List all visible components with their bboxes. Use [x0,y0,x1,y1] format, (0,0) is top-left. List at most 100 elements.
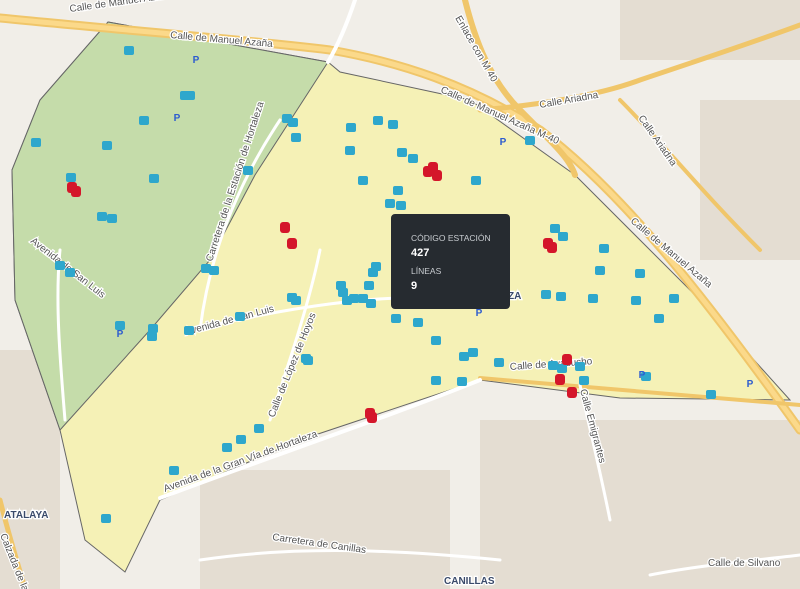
bus-stop-icon[interactable] [557,364,567,373]
bus-stop-icon[interactable] [101,514,111,523]
bus-stop-icon[interactable] [599,244,609,253]
bus-stop-icon[interactable] [139,116,149,125]
bus-stop-icon[interactable] [556,292,566,301]
bus-stop-icon[interactable] [548,361,558,370]
bus-stop-icon[interactable] [288,118,298,127]
bus-stop-icon[interactable] [65,268,75,277]
bus-stop-icon[interactable] [706,390,716,399]
bus-stop-icon[interactable] [201,264,211,273]
bus-stop-icon[interactable] [345,146,355,155]
metro-icon[interactable] [547,242,557,253]
bus-stop-icon[interactable] [368,268,378,277]
bus-stop-icon[interactable] [358,176,368,185]
tooltip-box [391,214,510,309]
bus-stop-icon[interactable] [148,324,158,333]
bus-stop-icon[interactable] [236,435,246,444]
tooltip-value: 9 [411,280,417,292]
street-label: Calle de Silvano [708,558,781,569]
bus-stop-icon[interactable] [115,321,125,330]
bus-stop-icon[interactable] [235,312,245,321]
parking-icon[interactable]: P [747,379,754,390]
bus-stop-icon[interactable] [471,176,481,185]
bus-stop-icon[interactable] [575,362,585,371]
bus-stop-icon[interactable] [494,358,504,367]
bus-stop-icon[interactable] [31,138,41,147]
bus-stop-icon[interactable] [391,314,401,323]
bus-stop-icon[interactable] [669,294,679,303]
bus-stop-icon[interactable] [338,288,348,297]
bus-stop-icon[interactable] [373,116,383,125]
bus-stop-icon[interactable] [413,318,423,327]
metro-icon[interactable] [432,170,442,181]
bus-stop-icon[interactable] [431,336,441,345]
bus-stop-icon[interactable] [408,154,418,163]
bus-stop-icon[interactable] [385,199,395,208]
bus-stop-icon[interactable] [124,46,134,55]
bus-stop-icon[interactable] [185,91,195,100]
bus-stop-icon[interactable] [525,136,535,145]
bus-stop-icon[interactable] [349,294,359,303]
bus-stop-icon[interactable] [184,326,194,335]
station-icons: P P P P P P P [31,46,754,523]
parking-icon[interactable]: P [117,329,124,340]
bus-stop-icon[interactable] [457,377,467,386]
bus-stop-icon[interactable] [364,281,374,290]
parking-icon[interactable]: P [500,137,507,148]
bus-stop-icon[interactable] [358,294,368,303]
bus-stop-icon[interactable] [579,376,589,385]
bus-stop-icon[interactable] [107,214,117,223]
bus-stop-icon[interactable] [541,290,551,299]
bus-stop-icon[interactable] [558,232,568,241]
metro-icon[interactable] [562,354,572,365]
bus-stop-icon[interactable] [149,174,159,183]
bus-stop-icon[interactable] [397,148,407,157]
metro-icon[interactable] [555,374,565,385]
parking-icon[interactable]: P [174,113,181,124]
bus-stop-icon[interactable] [243,166,253,175]
bus-stop-icon[interactable] [588,294,598,303]
bus-stop-icon[interactable] [431,376,441,385]
place-label: ATALAYA [4,510,48,521]
bus-stop-icon[interactable] [641,372,651,381]
tooltip-value: 427 [411,247,429,259]
bus-stop-icon[interactable] [97,212,107,221]
bus-stop-icon[interactable] [595,266,605,275]
bus-stop-icon[interactable] [55,261,65,270]
bus-stop-icon[interactable] [388,120,398,129]
bus-stop-icon[interactable] [366,299,376,308]
bus-stop-icon[interactable] [222,443,232,452]
bus-stop-icon[interactable] [635,269,645,278]
bus-stop-icon[interactable] [254,424,264,433]
bus-stop-icon[interactable] [169,466,179,475]
bus-stop-icon[interactable] [336,281,346,290]
metro-icon[interactable] [280,222,290,233]
metro-icon[interactable] [367,412,377,423]
bus-stop-icon[interactable] [631,296,641,305]
bus-stop-icon[interactable] [393,186,403,195]
metro-icon[interactable] [567,387,577,398]
parking-icon[interactable]: P [476,308,483,319]
bus-stop-icon[interactable] [209,266,219,275]
metro-icon[interactable] [71,186,81,197]
parking-icon[interactable]: P [193,55,200,66]
tooltip-label: CÓDIGO ESTACIÓN [411,233,491,243]
bus-stop-icon[interactable] [654,314,664,323]
bus-stop-icon[interactable] [291,296,301,305]
place-label: CANILLAS [444,576,495,587]
bus-stop-icon[interactable] [291,133,301,142]
bus-stop-icon[interactable] [147,332,157,341]
metro-icon[interactable] [287,238,297,249]
bus-stop-icon[interactable] [303,356,313,365]
tooltip: CÓDIGO ESTACIÓN 427 LÍNEAS 9 [391,214,510,309]
bus-stop-icon[interactable] [102,141,112,150]
bus-stop-icon[interactable] [459,352,469,361]
parking-icon[interactable]: P [639,370,646,381]
bus-stop-icon[interactable] [396,201,406,210]
bus-stop-icon[interactable] [346,123,356,132]
bus-stop-icon[interactable] [550,224,560,233]
bus-stop-icon[interactable] [66,173,76,182]
bus-stop-icon[interactable] [468,348,478,357]
